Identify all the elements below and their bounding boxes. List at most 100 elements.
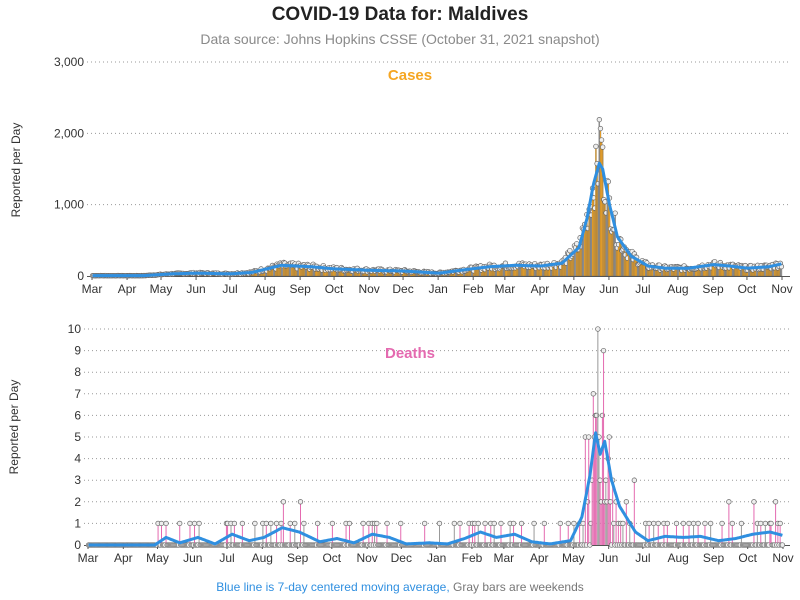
deaths-point: [595, 326, 601, 332]
deaths-point: [498, 520, 504, 527]
footnote-weekends: Gray bars are weekends: [453, 580, 584, 594]
cases-x-tick-label: Aug: [667, 282, 688, 296]
cases-bar: [598, 119, 601, 277]
deaths-point: [231, 520, 238, 527]
cases-x-tick-label: Jul: [635, 282, 650, 296]
cases-x-tick-label: Mar: [82, 282, 103, 296]
cases-x-tick-label: May: [150, 282, 173, 296]
deaths-point: [346, 520, 353, 527]
deaths-point: [273, 520, 280, 527]
cases-bar: [621, 250, 623, 277]
deaths-point: [680, 520, 686, 527]
deaths-point: [762, 520, 768, 527]
cases-bar: [590, 214, 593, 277]
cases-bar: [596, 163, 598, 277]
deaths-point: [301, 520, 307, 527]
cases-y-axis-label: Reported per Day: [9, 123, 23, 218]
cases-y-tick-label: 0: [77, 269, 84, 283]
cases-x-tick-label: Jun: [599, 282, 618, 296]
deaths-point: [278, 520, 284, 527]
deaths-point: [779, 542, 786, 548]
deaths-point: [673, 520, 680, 527]
cases-x-tick-label: Aug: [254, 282, 275, 296]
deaths-point: [758, 520, 764, 527]
deaths-point: [360, 520, 366, 527]
cases-x-tick-label: Oct: [325, 282, 344, 296]
deaths-point: [768, 520, 774, 527]
deaths-point: [314, 520, 321, 527]
deaths-x-tick-label: Mar: [78, 551, 99, 565]
cases-point: [593, 143, 599, 150]
deaths-x-tick-label: Oct: [322, 551, 341, 565]
cases-bar: [577, 249, 579, 277]
deaths-x-tick-label: Sep: [703, 551, 725, 565]
deaths-y-tick-label: 7: [74, 387, 81, 401]
deaths-x-tick-label: Sep: [287, 551, 309, 565]
deaths-panel-title: Deaths: [385, 345, 435, 362]
cases-bar: [570, 258, 572, 277]
cases-point: [597, 125, 604, 132]
cases-x-tick-label: Jun: [186, 282, 205, 296]
cases-bar: [605, 212, 607, 277]
deaths-point: [280, 499, 287, 505]
cases-bar: [597, 183, 599, 277]
cases-bar: [612, 229, 614, 277]
deaths-x-tick-label: Jul: [635, 551, 650, 565]
deaths-point: [631, 477, 637, 483]
deaths-x-tick-label: Aug: [252, 551, 273, 565]
deaths-point: [738, 520, 745, 527]
deaths-point: [163, 520, 169, 527]
cases-x-tick-label: Dec: [392, 282, 413, 296]
cases-bar: [591, 188, 594, 277]
deaths-point: [620, 520, 626, 527]
cases-x-tick-label: Feb: [463, 282, 484, 296]
cases-bar: [578, 249, 580, 277]
deaths-point: [268, 520, 274, 527]
deaths-y-tick-label: 10: [68, 322, 82, 336]
deaths-point: [751, 499, 757, 505]
cases-bar: [609, 228, 612, 277]
cases-panel-title: Cases: [388, 67, 432, 84]
deaths-point: [422, 520, 428, 527]
deaths-point: [686, 520, 692, 527]
deaths-point: [297, 499, 304, 505]
deaths-point: [191, 520, 198, 527]
deaths-point: [491, 520, 497, 527]
deaths-point: [252, 520, 258, 527]
deaths-point: [292, 520, 298, 527]
deaths-y-axis-label: Reported per Day: [7, 380, 21, 475]
deaths-y-tick-label: 8: [74, 365, 81, 379]
deaths-moving-average-line: [88, 431, 783, 547]
cases-bar: [600, 139, 603, 277]
cases-bar: [580, 246, 582, 277]
deaths-point: [777, 520, 783, 527]
cases-y-tick-label: 1,000: [54, 198, 84, 212]
deaths-point: [655, 520, 661, 527]
deaths-point: [541, 520, 547, 527]
deaths-point: [651, 520, 657, 527]
deaths-point: [729, 520, 735, 527]
deaths-point: [695, 520, 701, 527]
cases-bar: [618, 238, 621, 277]
deaths-y-tick-label: 3: [74, 473, 81, 487]
deaths-y-tick-label: 2: [74, 495, 81, 509]
cases-bar: [626, 258, 629, 277]
deaths-y-tick-label: 0: [74, 538, 81, 552]
deaths-y-tick-label: 4: [74, 452, 81, 466]
deaths-x-tick-label: Nov: [772, 551, 793, 565]
cases-panel: 0 1,000 2,000 3,000 Mar Apr May Jun Jul Aug Sep Oct…: [9, 55, 793, 296]
deaths-point: [329, 520, 336, 527]
deaths-point: [451, 520, 457, 527]
deaths-y-tick-label: 6: [74, 408, 81, 422]
deaths-panel: 0 1 2 3 4 5 6 7 8 9 10 Mar Apr May Jun Jul Aug Sep Oct Nov D…: [7, 322, 794, 565]
deaths-point: [263, 520, 269, 527]
cases-x-tick-label: Oct: [738, 282, 757, 296]
deaths-point: [374, 520, 380, 527]
chart-footnote: Blue line is 7-day centered moving avera…: [0, 580, 800, 594]
cases-y-tick-label: 3,000: [54, 55, 84, 69]
deaths-x-tick-label: Jun: [183, 551, 202, 565]
cases-point: [567, 247, 573, 254]
deaths-point: [531, 520, 537, 527]
deaths-point: [384, 520, 390, 527]
deaths-point: [457, 520, 463, 527]
